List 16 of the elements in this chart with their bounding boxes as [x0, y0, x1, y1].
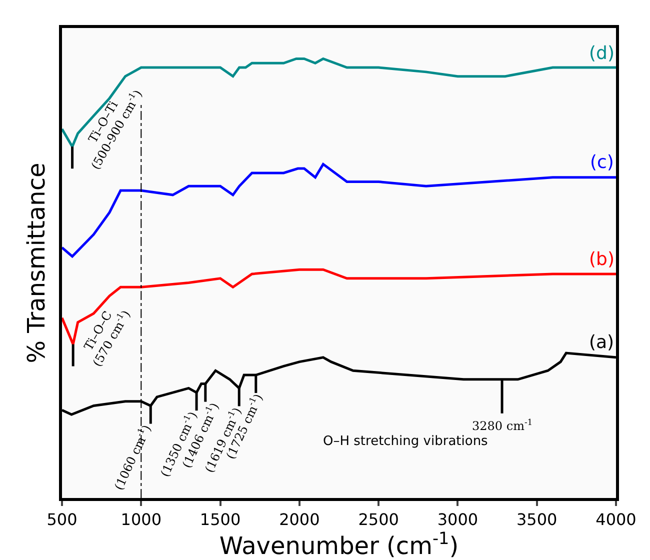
annotation: O–H stretching vibrations [323, 434, 488, 449]
x-tick-label: 4000 [596, 510, 636, 529]
y-axis-title: % Transmittance [22, 162, 50, 364]
x-tick-label: 1500 [200, 510, 241, 529]
x-tick-label: 500 [46, 510, 78, 529]
x-tick-label: 2500 [358, 510, 399, 529]
series-label: (a) [589, 332, 614, 353]
x-tick-label: 3500 [516, 510, 558, 529]
x-tick-label: 1000 [120, 510, 162, 529]
x-axis-title: Wavenumber (cm$^{-1}$) [219, 528, 459, 560]
series-label: (d) [589, 43, 614, 64]
x-tick-label: 3000 [437, 510, 478, 529]
x-tick-label: 2000 [279, 510, 320, 529]
annotation: 3280 cm$^{-1}$ [472, 417, 533, 434]
series-label: (c) [590, 152, 614, 173]
series-label: (b) [589, 249, 614, 270]
